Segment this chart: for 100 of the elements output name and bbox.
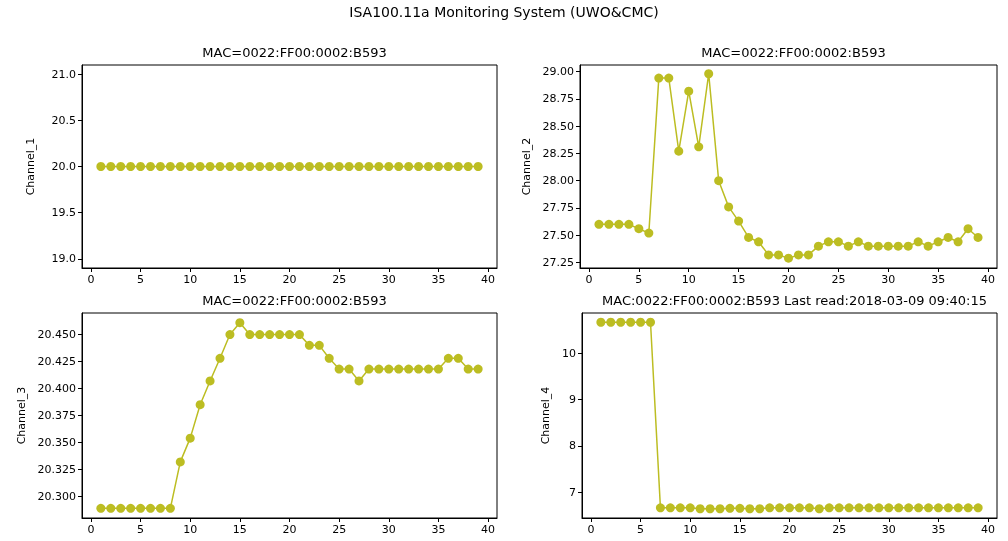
point [695, 504, 705, 514]
point [314, 340, 324, 350]
point [914, 503, 924, 513]
y-tick-label: 20.400 [37, 382, 76, 396]
y-tick-label: 20.5 [51, 113, 76, 127]
point [963, 224, 973, 234]
point [606, 317, 616, 327]
y-axis-title: Channel_4 [539, 386, 553, 445]
y-tick-label: 19.0 [51, 252, 76, 266]
y-tick-label: 27.50 [542, 228, 574, 242]
point [694, 142, 704, 152]
y-tick-label: 28.75 [542, 92, 574, 106]
point [754, 237, 764, 247]
x-tick-label: 5 [137, 273, 145, 286]
point [764, 250, 774, 260]
y-tick-label: 28.25 [542, 146, 574, 160]
chart-title: MAC=0022:FF00:0002:B593 [202, 45, 387, 60]
x-tick-label: 40 [481, 523, 496, 536]
point [344, 364, 354, 374]
x-tick-label: 15 [232, 523, 247, 536]
point [844, 503, 854, 513]
point [963, 503, 973, 513]
x-tick-label: 25 [831, 273, 846, 286]
point [904, 503, 914, 513]
point [354, 376, 364, 386]
y-tick-label: 8 [569, 439, 576, 453]
point [394, 364, 404, 374]
point [126, 503, 136, 513]
point [873, 241, 883, 251]
point [384, 364, 394, 374]
chart-title: MAC=0022:FF00:0002:B593 [701, 45, 886, 60]
point [596, 317, 606, 327]
x-tick-label: 30 [881, 523, 896, 536]
point [165, 503, 175, 513]
point [655, 503, 665, 513]
x-tick-label: 20 [781, 273, 796, 286]
point [824, 503, 834, 513]
point [175, 457, 185, 467]
point [433, 364, 443, 374]
point [215, 353, 225, 363]
point [614, 219, 624, 229]
point [813, 241, 823, 251]
point [685, 503, 695, 513]
point [96, 503, 106, 513]
point [894, 503, 904, 513]
point [463, 364, 473, 374]
x-tick-label: 40 [981, 273, 996, 286]
point [116, 503, 126, 513]
y-tick-label: 20.450 [37, 328, 76, 342]
point [903, 241, 913, 251]
x-tick-label: 20 [282, 273, 297, 286]
x-tick-label: 10 [183, 273, 198, 286]
point [853, 237, 863, 247]
point [136, 503, 146, 513]
point [735, 503, 745, 513]
point [265, 330, 275, 340]
point [146, 503, 155, 513]
point [364, 364, 374, 374]
y-tick-label: 20.0 [51, 160, 76, 173]
point [294, 330, 304, 340]
point [973, 232, 983, 242]
x-tick-label: 25 [332, 523, 347, 536]
point [604, 219, 614, 229]
x-tick-label: 35 [931, 273, 946, 286]
point [285, 330, 294, 340]
x-tick-label: 25 [332, 273, 347, 286]
point [424, 364, 433, 374]
y-tick-label: 7 [569, 485, 576, 499]
point [404, 364, 414, 374]
x-tick-label: 0 [585, 273, 593, 286]
x-tick-label: 20 [282, 523, 297, 536]
y-tick-label: 28.50 [542, 119, 574, 133]
y-tick-label: 29.00 [542, 65, 574, 79]
point [803, 250, 813, 260]
point [334, 364, 344, 374]
point [794, 503, 804, 513]
y-tick-label: 20.425 [37, 355, 76, 369]
point [205, 376, 215, 386]
y-tick-label: 21.0 [51, 67, 76, 81]
point [225, 330, 235, 340]
point [235, 318, 245, 328]
y-axis-title: Channel_2 [519, 137, 533, 196]
point [774, 250, 784, 260]
y-tick-label: 27.75 [542, 201, 574, 215]
point [834, 503, 844, 513]
point [106, 503, 116, 513]
point [854, 503, 864, 513]
point [833, 237, 843, 247]
x-tick-label: 35 [931, 523, 946, 536]
point [664, 73, 674, 83]
point [155, 503, 165, 513]
point [913, 237, 923, 247]
point [943, 503, 953, 513]
point [704, 69, 714, 79]
point [654, 73, 664, 83]
point [765, 503, 775, 513]
x-tick-label: 40 [481, 273, 496, 286]
x-tick-label: 15 [232, 273, 247, 286]
point [744, 232, 754, 242]
point [953, 503, 963, 513]
